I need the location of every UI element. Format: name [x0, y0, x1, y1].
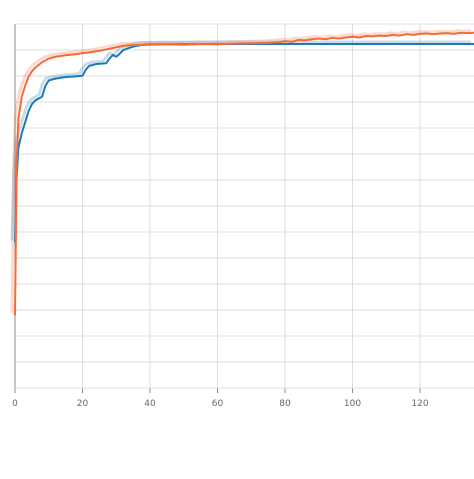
series-1-line [14, 31, 474, 316]
x-tick-label: 100 [344, 399, 361, 409]
grid-layer [15, 23, 474, 389]
tick-layer: 0 20 40 60 80 100 120 [12, 399, 429, 409]
series-0-line [14, 43, 474, 243]
series-layer [10, 29, 474, 316]
x-tick-label: 20 [77, 399, 89, 409]
x-tick-label: 60 [212, 399, 224, 409]
x-tick-label: 40 [144, 399, 156, 409]
axis-layer [14, 24, 474, 393]
x-tick-label: 120 [411, 399, 428, 409]
series-1-raw-line [10, 29, 472, 314]
x-tick-label: 80 [279, 399, 291, 409]
series-0-raw-line [10, 40, 471, 241]
x-tick-label: 0 [12, 399, 18, 409]
